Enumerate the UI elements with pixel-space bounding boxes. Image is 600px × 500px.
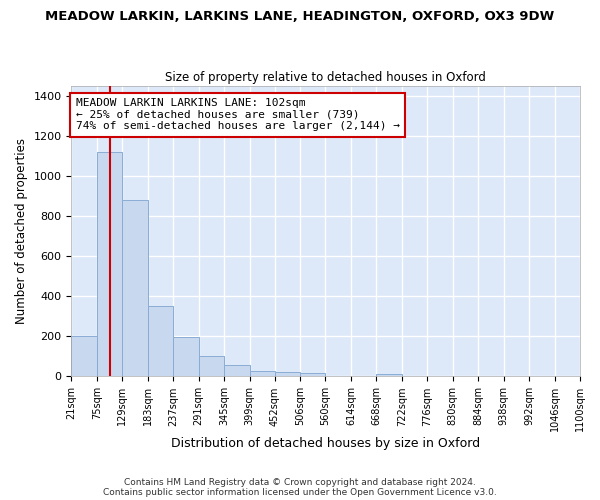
Bar (71, 336, 97, 376)
Bar (97, 152, 122, 376)
Text: Contains HM Land Registry data © Crown copyright and database right 2024.
Contai: Contains HM Land Registry data © Crown c… (103, 478, 497, 497)
Bar (275, 372, 300, 376)
Bar (199, 356, 224, 376)
Bar (122, 200, 148, 376)
X-axis label: Distribution of detached houses by size in Oxford: Distribution of detached houses by size … (171, 437, 480, 450)
Text: MEADOW LARKIN LARKINS LANE: 102sqm
← 25% of detached houses are smaller (739)
74: MEADOW LARKIN LARKINS LANE: 102sqm ← 25%… (76, 98, 400, 132)
Y-axis label: Number of detached properties: Number of detached properties (15, 138, 28, 324)
Text: MEADOW LARKIN, LARKINS LANE, HEADINGTON, OXFORD, OX3 9DW: MEADOW LARKIN, LARKINS LANE, HEADINGTON,… (46, 10, 554, 23)
Bar (300, 374, 325, 376)
Bar (250, 372, 275, 376)
Title: Size of property relative to detached houses in Oxford: Size of property relative to detached ho… (165, 70, 486, 84)
Bar (148, 306, 173, 376)
Bar (376, 374, 402, 376)
Bar (173, 338, 199, 376)
Bar (224, 366, 250, 376)
